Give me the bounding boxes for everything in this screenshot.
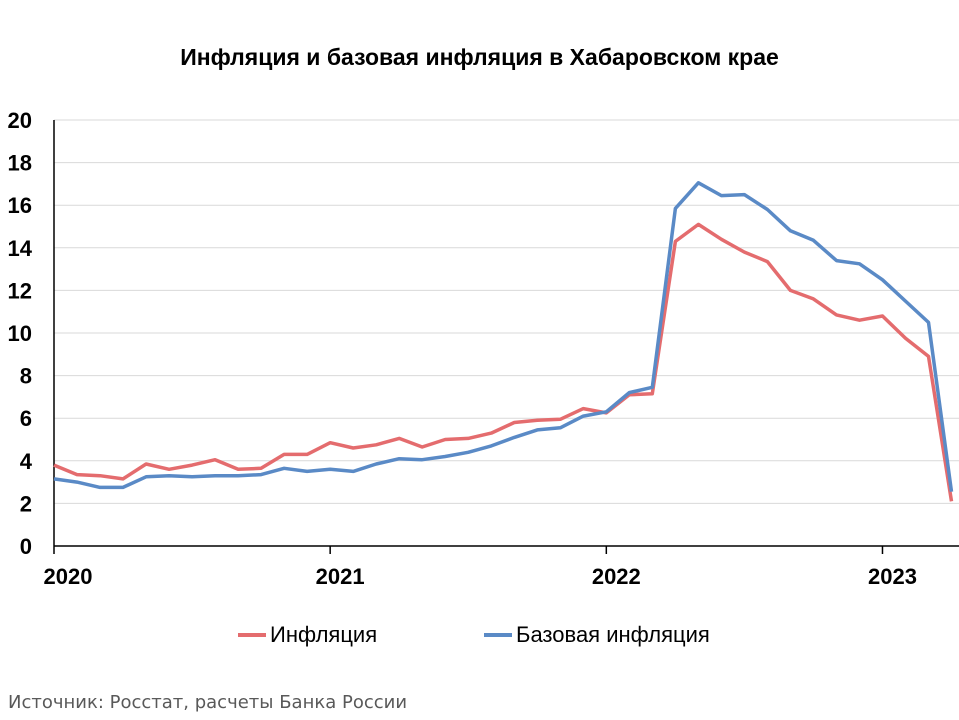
- y-tick-label: 20: [8, 108, 32, 133]
- y-tick-label: 8: [20, 364, 32, 389]
- y-tick-label: 0: [20, 534, 32, 559]
- y-tick-labels: 0 2 4 6 8 10 12 14 16 18 20: [8, 108, 33, 559]
- x-tick-labels: 2020 2021 2022 2023: [44, 564, 917, 589]
- x-tick-label: 2020: [44, 564, 93, 589]
- legend-label-inflation: Инфляция: [270, 622, 378, 647]
- y-tick-label: 18: [8, 151, 32, 176]
- x-tick-label: 2023: [868, 564, 917, 589]
- y-tick-label: 6: [20, 406, 32, 431]
- grid-lines: [54, 119, 959, 504]
- y-tick-label: 4: [20, 449, 33, 474]
- x-tick-label: 2021: [316, 564, 365, 589]
- series-lines: [53, 181, 954, 502]
- legend-swatch-core-inflation: [484, 633, 512, 637]
- series-line-core-inflation: [53, 181, 954, 492]
- legend-swatch-inflation: [238, 633, 266, 637]
- legend-item-core-inflation: Базовая инфляция: [484, 622, 710, 648]
- y-tick-label: 2: [20, 491, 32, 516]
- chart-title: Инфляция и базовая инфляция в Хабаровско…: [180, 44, 779, 70]
- axes: [53, 120, 959, 554]
- y-tick-label: 14: [8, 236, 33, 261]
- legend-label-core-inflation: Базовая инфляция: [516, 622, 710, 647]
- y-tick-label: 16: [8, 193, 32, 218]
- x-tick-label: 2022: [592, 564, 641, 589]
- series-line-inflation: [53, 222, 954, 502]
- source-note: Источник: Росстат, расчеты Банка России: [8, 692, 408, 713]
- legend-item-inflation: Инфляция: [238, 622, 377, 648]
- legend: Инфляция Базовая инфляция: [0, 622, 959, 650]
- y-tick-label: 12: [8, 278, 32, 303]
- y-tick-label: 10: [8, 321, 32, 346]
